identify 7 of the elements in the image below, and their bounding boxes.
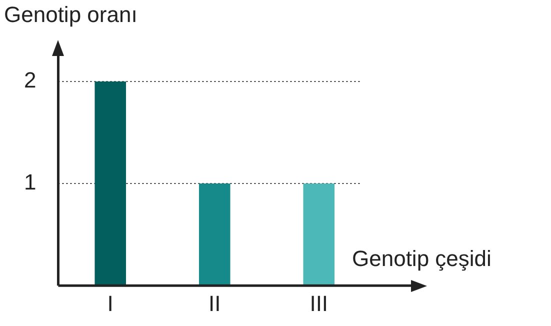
x-tick-label: III: [310, 290, 328, 316]
x-tick-label: I: [107, 290, 114, 316]
x-tick-label: II: [208, 290, 221, 316]
x-axis-title: Genotip çeşidi: [352, 246, 492, 272]
y-axis-title: Genotip oranı: [4, 2, 138, 28]
y-tick-label: 1: [24, 170, 36, 195]
y-tick-label: 2: [24, 68, 36, 93]
